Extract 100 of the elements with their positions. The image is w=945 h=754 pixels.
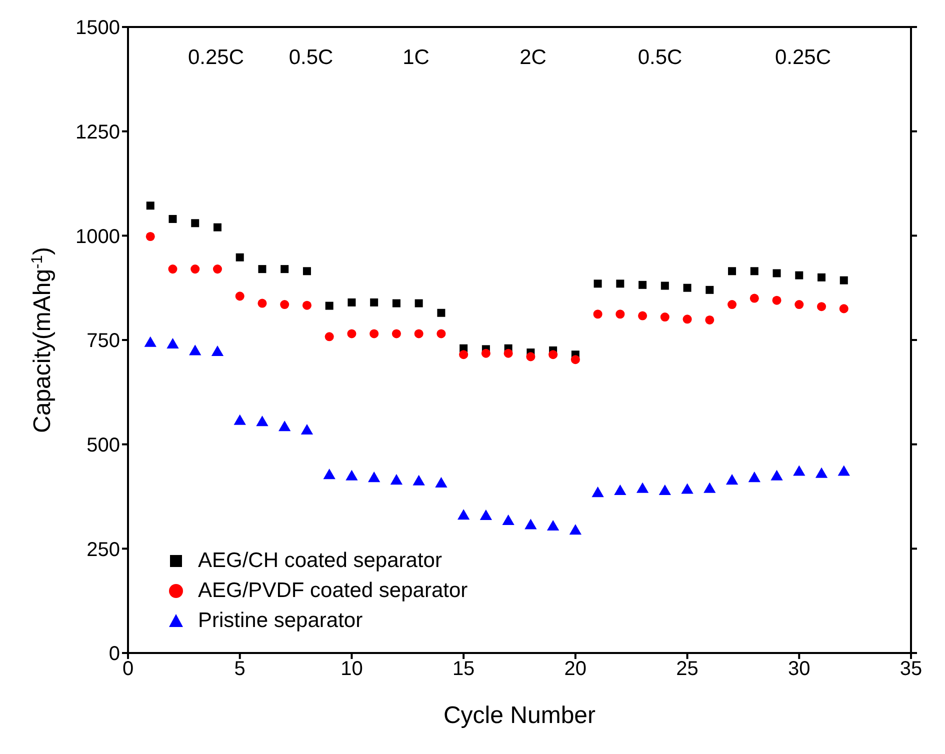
point: [750, 294, 759, 303]
point: [592, 486, 604, 498]
point: [370, 329, 379, 338]
point: [594, 280, 602, 288]
point: [526, 352, 536, 362]
point: [706, 286, 714, 294]
point: [681, 483, 694, 494]
point: [481, 348, 490, 358]
point: [660, 312, 670, 322]
point: [793, 465, 806, 476]
point: [392, 329, 401, 338]
point: [770, 470, 783, 480]
point: [459, 350, 468, 360]
x-tick-label: 10: [340, 658, 363, 680]
point: [235, 292, 244, 301]
point: [302, 267, 311, 276]
point: [189, 344, 202, 356]
annotation: 0.5C: [288, 46, 334, 70]
point: [212, 264, 222, 274]
point: [168, 264, 178, 274]
point: [146, 202, 154, 210]
x-tick-label: 5: [234, 658, 246, 680]
point: [682, 314, 692, 324]
point: [772, 269, 781, 278]
point: [166, 338, 179, 349]
legend-label: Pristine separator: [198, 608, 363, 634]
point: [658, 484, 671, 495]
annotation: 0.5C: [638, 46, 682, 70]
point: [280, 300, 290, 310]
point: [323, 468, 336, 480]
point: [817, 302, 826, 312]
point: [504, 348, 513, 358]
point: [436, 329, 446, 338]
point: [548, 350, 558, 360]
point: [795, 271, 804, 280]
y-tick-label: 500: [86, 434, 120, 456]
point: [815, 467, 828, 478]
point: [480, 510, 492, 520]
legend-label: AEG/PVDF coated separator: [198, 578, 468, 604]
point: [234, 414, 246, 425]
y-tick-label: 1250: [76, 121, 120, 144]
point: [324, 332, 334, 342]
point: [818, 273, 826, 282]
point: [300, 424, 314, 434]
point: [414, 299, 423, 308]
annotation: 2C: [520, 46, 546, 70]
point: [457, 509, 470, 520]
y-tick-label: 0: [108, 643, 120, 666]
point: [146, 232, 155, 242]
point: [660, 282, 669, 290]
point: [256, 416, 268, 426]
point: [750, 267, 758, 276]
point: [325, 302, 334, 310]
point: [748, 472, 760, 482]
x-axis-title: Cycle Number: [443, 702, 596, 729]
point: [437, 308, 446, 317]
point: [704, 482, 716, 493]
point: [412, 474, 425, 486]
point: [144, 336, 156, 347]
x-tick-label: 25: [676, 658, 698, 680]
point: [190, 264, 200, 274]
point: [569, 524, 582, 535]
point: [728, 267, 736, 276]
point: [593, 310, 602, 319]
point: [638, 280, 647, 289]
y-tick-label: 750: [86, 330, 120, 352]
point: [278, 420, 291, 432]
legend-label: AEG/CH coated separator: [198, 548, 442, 574]
point: [168, 214, 177, 223]
point: [840, 276, 848, 284]
annotation: 0.25C: [188, 46, 244, 70]
point: [616, 310, 625, 319]
point: [280, 265, 289, 274]
point: [726, 474, 738, 485]
point: [570, 355, 580, 364]
point: [728, 300, 737, 310]
point: [370, 298, 378, 306]
point: [348, 298, 356, 306]
point: [414, 329, 424, 338]
y-tick-label: 1000: [76, 226, 120, 248]
point: [524, 518, 537, 530]
x-tick-label: 35: [900, 658, 922, 680]
point: [258, 298, 267, 308]
point: [346, 470, 358, 480]
point: [302, 300, 312, 310]
point: [705, 315, 714, 324]
point: [390, 474, 403, 485]
point: [435, 476, 448, 488]
point: [838, 465, 850, 476]
x-tick-label: 15: [452, 658, 475, 680]
point: [772, 296, 782, 305]
point: [347, 329, 356, 338]
y-tick-label: 250: [86, 538, 120, 561]
x-tick-label: 30: [788, 658, 810, 680]
point: [236, 253, 244, 262]
point: [638, 311, 648, 320]
point: [211, 346, 224, 356]
point: [392, 299, 400, 308]
annotation: 0.25C: [774, 46, 832, 70]
annotation: 1C: [402, 46, 430, 70]
